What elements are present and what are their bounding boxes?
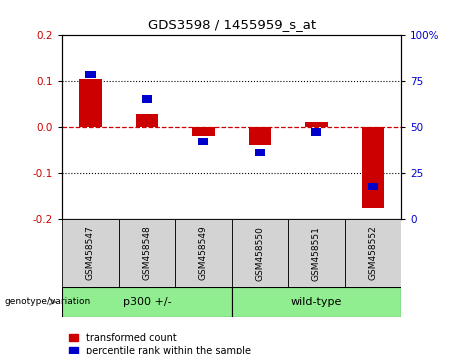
Text: GSM458550: GSM458550 — [255, 225, 265, 281]
Bar — [198, 138, 208, 145]
Legend: transformed count, percentile rank within the sample: transformed count, percentile rank withi… — [67, 331, 253, 354]
Bar — [231, 287, 401, 317]
Bar — [255, 149, 265, 156]
Bar — [85, 71, 95, 78]
Bar — [118, 219, 175, 287]
Text: GSM458548: GSM458548 — [142, 226, 152, 280]
Text: genotype/variation: genotype/variation — [5, 297, 91, 306]
Bar — [142, 95, 152, 103]
Bar — [136, 114, 158, 127]
Bar — [231, 219, 288, 287]
Bar — [79, 79, 102, 127]
Bar — [305, 122, 328, 127]
Text: GSM458547: GSM458547 — [86, 226, 95, 280]
Text: GSM458552: GSM458552 — [368, 226, 378, 280]
Bar — [248, 127, 271, 145]
Text: p300 +/-: p300 +/- — [123, 297, 171, 307]
Title: GDS3598 / 1455959_s_at: GDS3598 / 1455959_s_at — [148, 18, 316, 32]
Text: GSM458549: GSM458549 — [199, 226, 208, 280]
Text: wild-type: wild-type — [291, 297, 342, 307]
Bar — [361, 127, 384, 208]
Bar — [311, 129, 321, 136]
Bar — [192, 127, 215, 136]
Bar — [344, 219, 401, 287]
Text: GSM458551: GSM458551 — [312, 225, 321, 281]
Bar — [175, 219, 231, 287]
Bar — [62, 287, 231, 317]
Bar — [62, 219, 118, 287]
Bar — [368, 183, 378, 190]
Bar — [288, 219, 344, 287]
